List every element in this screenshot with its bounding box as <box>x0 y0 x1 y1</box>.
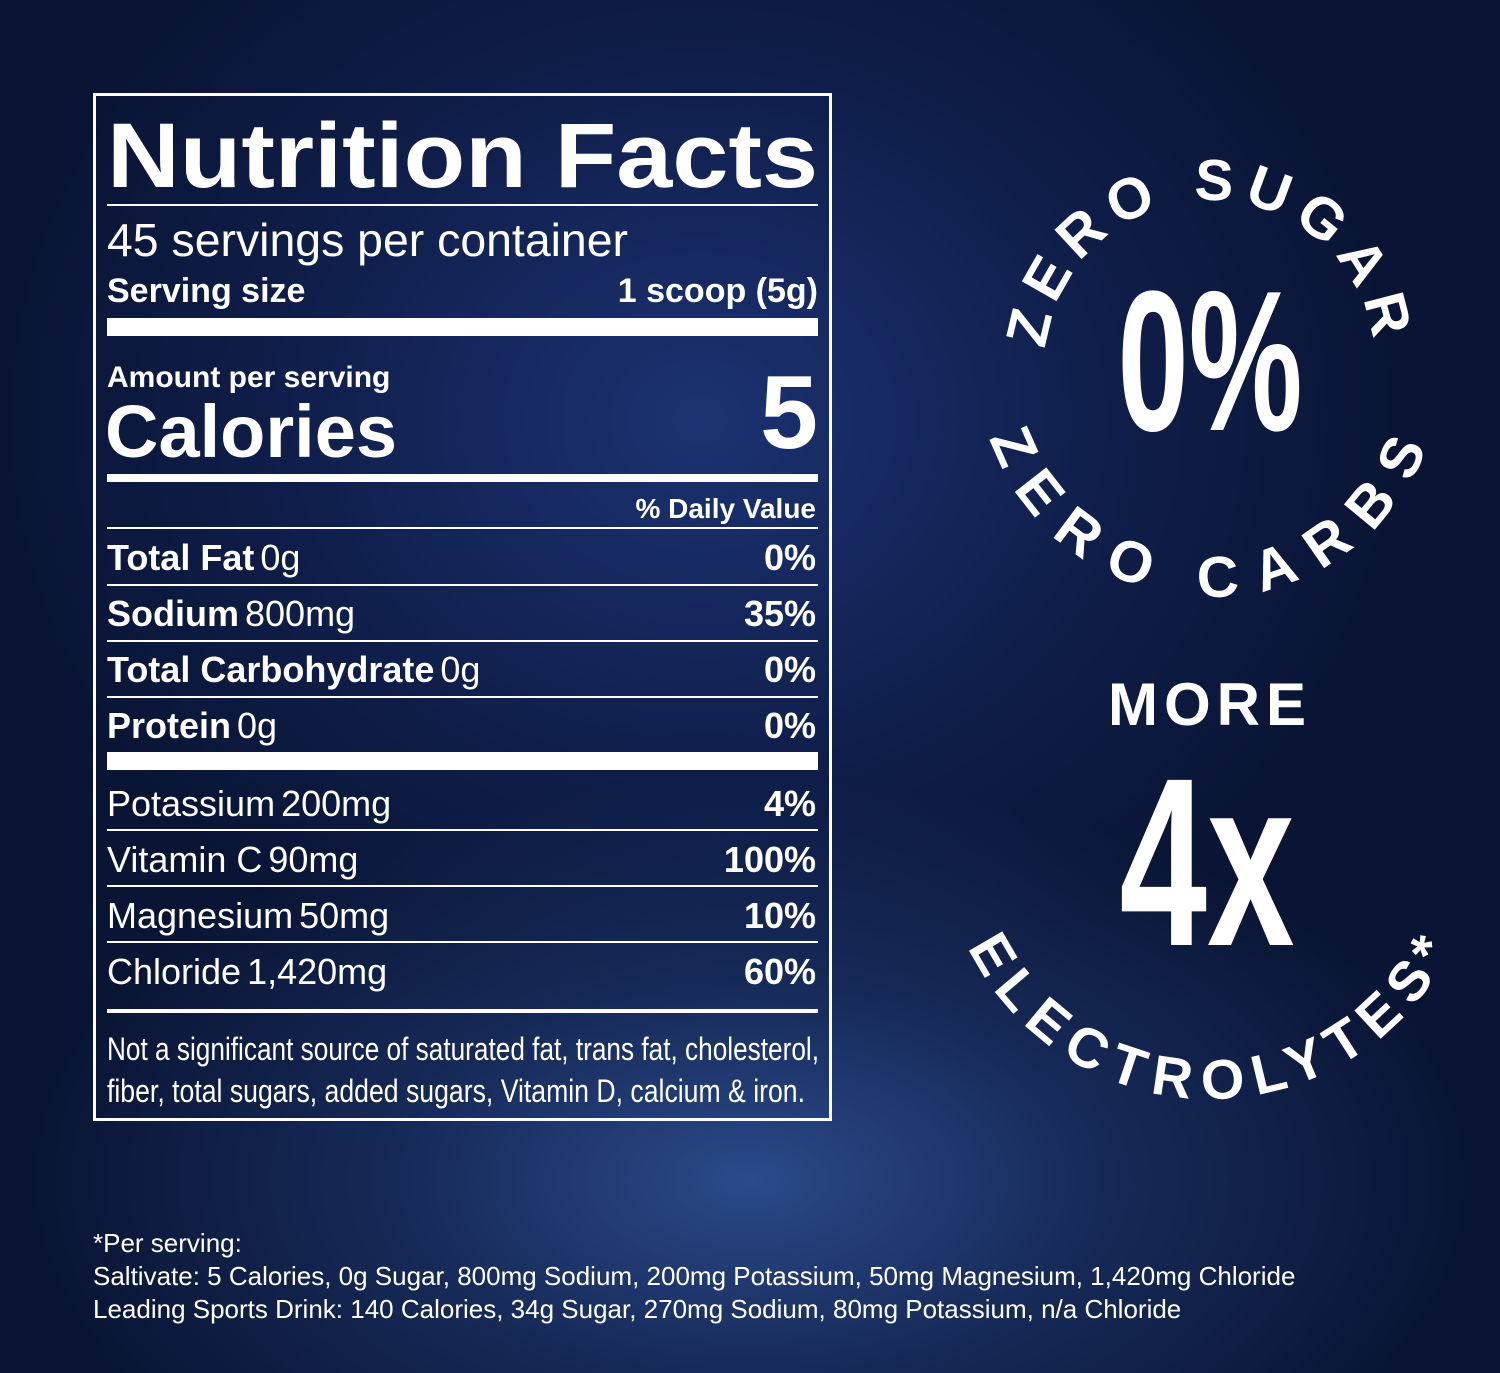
label-footnote: Not a significant source of saturated fa… <box>107 1031 819 1067</box>
nutrient-row: Vitamin C 90mg <box>107 839 358 880</box>
daily-value: 100% <box>724 839 816 880</box>
nutrient-name: Total Fat <box>107 537 254 578</box>
nutrient-amount: 0g <box>440 649 480 690</box>
calories-label: Calories <box>105 390 397 473</box>
nutrient-name: Vitamin C <box>107 839 262 880</box>
nutrient-name: Magnesium <box>107 895 293 936</box>
nutrient-row: Total Carbohydrate 0g <box>107 649 480 690</box>
nutrient-row: Sodium 800mg <box>107 593 355 634</box>
nutrient-row: Total Fat 0g <box>107 537 300 578</box>
badge-big: 4x <box>1120 728 1295 996</box>
nutrient-amount: 200mg <box>281 783 391 824</box>
nutrient-name: Sodium <box>107 593 239 634</box>
nutrient-name: Protein <box>107 705 231 746</box>
serving-size: 1 scoop (5g) <box>618 272 818 310</box>
calories: 5 <box>760 355 818 471</box>
label-footnote: fiber, total sugars, added sugars, Vitam… <box>107 1073 805 1109</box>
daily-value: 0% <box>764 537 816 578</box>
rule <box>107 752 818 770</box>
nutrient-name: Potassium <box>107 783 275 824</box>
rule <box>107 696 818 698</box>
nutrient-amount: 0g <box>237 705 277 746</box>
footnote: Saltivate: 5 Calories, 0g Sugar, 800mg S… <box>93 1261 1295 1291</box>
nutrient-row: Potassium 200mg <box>107 783 391 824</box>
servings: 45 servings per container <box>107 214 628 266</box>
daily-value: 10% <box>744 895 816 936</box>
serving-size-label: Serving size <box>107 272 305 310</box>
rule <box>107 829 818 831</box>
nutrient-amount: 1,420mg <box>247 951 387 992</box>
daily-value: 60% <box>744 951 816 992</box>
daily-value: 0% <box>764 705 816 746</box>
daily-value-header: % Daily Value <box>635 493 816 524</box>
label-border <box>93 93 832 1121</box>
footnote: Leading Sports Drink: 140 Calories, 34g … <box>93 1294 1181 1324</box>
daily-value: 35% <box>744 593 816 634</box>
rule <box>107 640 818 642</box>
nutrient-amount: 50mg <box>299 895 389 936</box>
rule <box>107 584 818 586</box>
amount-per-serving: Amount per serving <box>107 361 390 394</box>
label-title: Nutrition Facts <box>107 105 818 207</box>
nutrient-amount: 90mg <box>268 839 358 880</box>
nutrient-name: Total Carbohydrate <box>107 649 434 690</box>
nutrient-name: Chloride <box>107 951 241 992</box>
rule <box>107 885 818 887</box>
footnote: *Per serving: <box>93 1228 242 1258</box>
rule <box>107 204 818 206</box>
daily-value: 4% <box>764 783 816 824</box>
badge-big: 0% <box>1118 250 1303 473</box>
nutrient-row: Magnesium 50mg <box>107 895 389 936</box>
rule <box>107 941 818 943</box>
nutrient-row: Protein 0g <box>107 705 277 746</box>
rule <box>107 1009 818 1013</box>
rule <box>107 318 818 336</box>
rule <box>107 474 818 482</box>
badge-top: MORE <box>1108 671 1312 738</box>
nutrient-amount: 800mg <box>245 593 355 634</box>
rule <box>107 527 818 529</box>
daily-value: 0% <box>764 649 816 690</box>
nutrient-amount: 0g <box>260 537 300 578</box>
nutrient-row: Chloride 1,420mg <box>107 951 387 992</box>
